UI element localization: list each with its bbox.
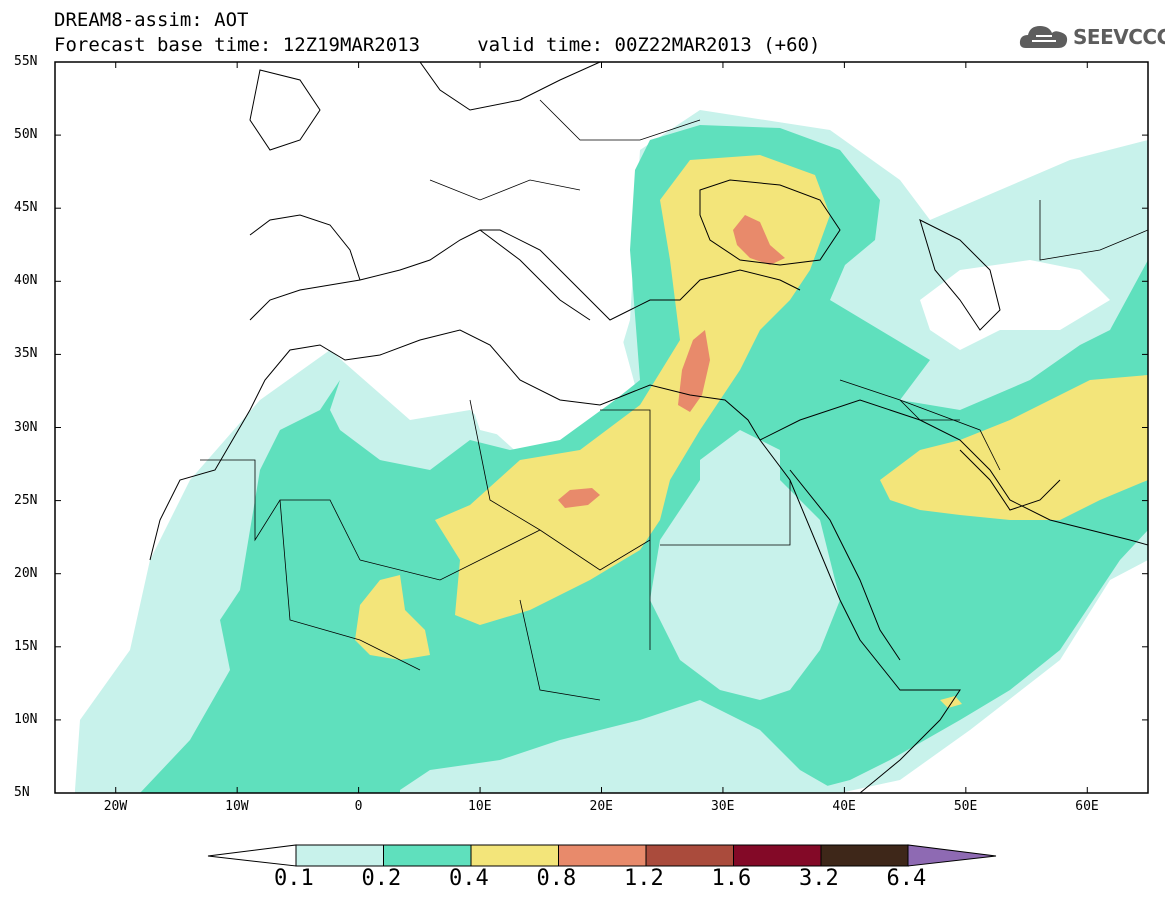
coastline-caspian [919, 219, 1001, 331]
lon-label: 0 [354, 799, 363, 814]
colorbar [207, 844, 997, 867]
colorbar-cell [295, 844, 384, 867]
colorbar-cell [558, 844, 647, 867]
aot-field-0.1 [650, 460, 840, 700]
coastline-britain [249, 69, 321, 151]
aot-field-0.8 [678, 330, 710, 412]
colorbar-label: 0.8 [536, 866, 577, 891]
lon-label: 10W [225, 799, 249, 814]
lon-label: 20E [589, 799, 613, 814]
coastline-italy [479, 229, 591, 321]
seevccc-logo: SEEVCCC [1018, 22, 1165, 52]
colorbar-label: 0.1 [274, 866, 314, 891]
coastline-arabia [759, 399, 1148, 546]
lat-label: 30N [14, 419, 38, 435]
colorbar-label: 3.2 [799, 866, 839, 891]
map-title: DREAM8-assim: AOT [54, 9, 249, 31]
logo-text: SEEVCCC [1073, 25, 1165, 49]
cloud-icon [1019, 26, 1068, 48]
colorbar-label: 1.2 [624, 866, 664, 891]
aot-contours [75, 110, 1148, 793]
colorbar-high-triangle [907, 844, 997, 867]
coastline-iberia [249, 214, 361, 281]
lat-label: 40N [14, 273, 38, 289]
coastline-red-sea [789, 469, 901, 661]
aot-clear-area [350, 320, 635, 450]
coastline-gulf [959, 449, 1061, 511]
coastline-scandinavia [419, 62, 601, 111]
coastlines [149, 62, 1148, 793]
colorbar-label: 1.6 [711, 866, 752, 891]
lat-label: 25N [14, 492, 38, 508]
lon-label: 40E [832, 799, 856, 814]
aot-field-0.4 [940, 696, 962, 708]
forecast-time-line: Forecast base time: 12Z19MAR2013 valid t… [54, 34, 821, 56]
lat-label: 5N [14, 785, 30, 800]
aot-field-0.8 [733, 215, 785, 265]
coastline-black-sea [699, 179, 841, 266]
axis-ticks [55, 61, 1148, 794]
colorbar-label: 0.4 [449, 866, 489, 891]
lat-label: 10N [14, 711, 38, 727]
aot-field-0.4 [880, 375, 1148, 520]
lon-label: 60E [1075, 799, 1099, 814]
country-borders [200, 99, 1148, 701]
colorbar-cell [383, 844, 472, 867]
colorbar-cell [470, 844, 559, 867]
lon-label: 20W [103, 799, 128, 814]
colorbar-cell [820, 844, 909, 867]
lat-label: 35N [14, 346, 38, 362]
aot-field-0.4 [355, 575, 430, 660]
colorbar-label: 6.4 [886, 866, 927, 891]
aot-field-0.1 [400, 700, 840, 793]
lat-label: 20N [14, 565, 38, 581]
lon-label: 30E [710, 799, 735, 814]
lon-label: 10E [468, 799, 492, 814]
lat-label: 45N [14, 200, 38, 216]
aot-field-0.8 [558, 488, 600, 508]
lat-label: 15N [14, 638, 38, 654]
coastline-europe [249, 229, 801, 321]
lat-label: 50N [14, 127, 38, 143]
colorbar-label: 0.2 [361, 866, 402, 891]
lon-label: 50E [953, 799, 978, 814]
colorbar-low-triangle [207, 844, 297, 867]
colorbar-cell [645, 844, 734, 867]
colorbar-cell [733, 844, 822, 867]
lat-label: 55N [14, 54, 38, 69]
aot-clear-area [920, 260, 1110, 350]
coastline-africa [149, 329, 961, 793]
